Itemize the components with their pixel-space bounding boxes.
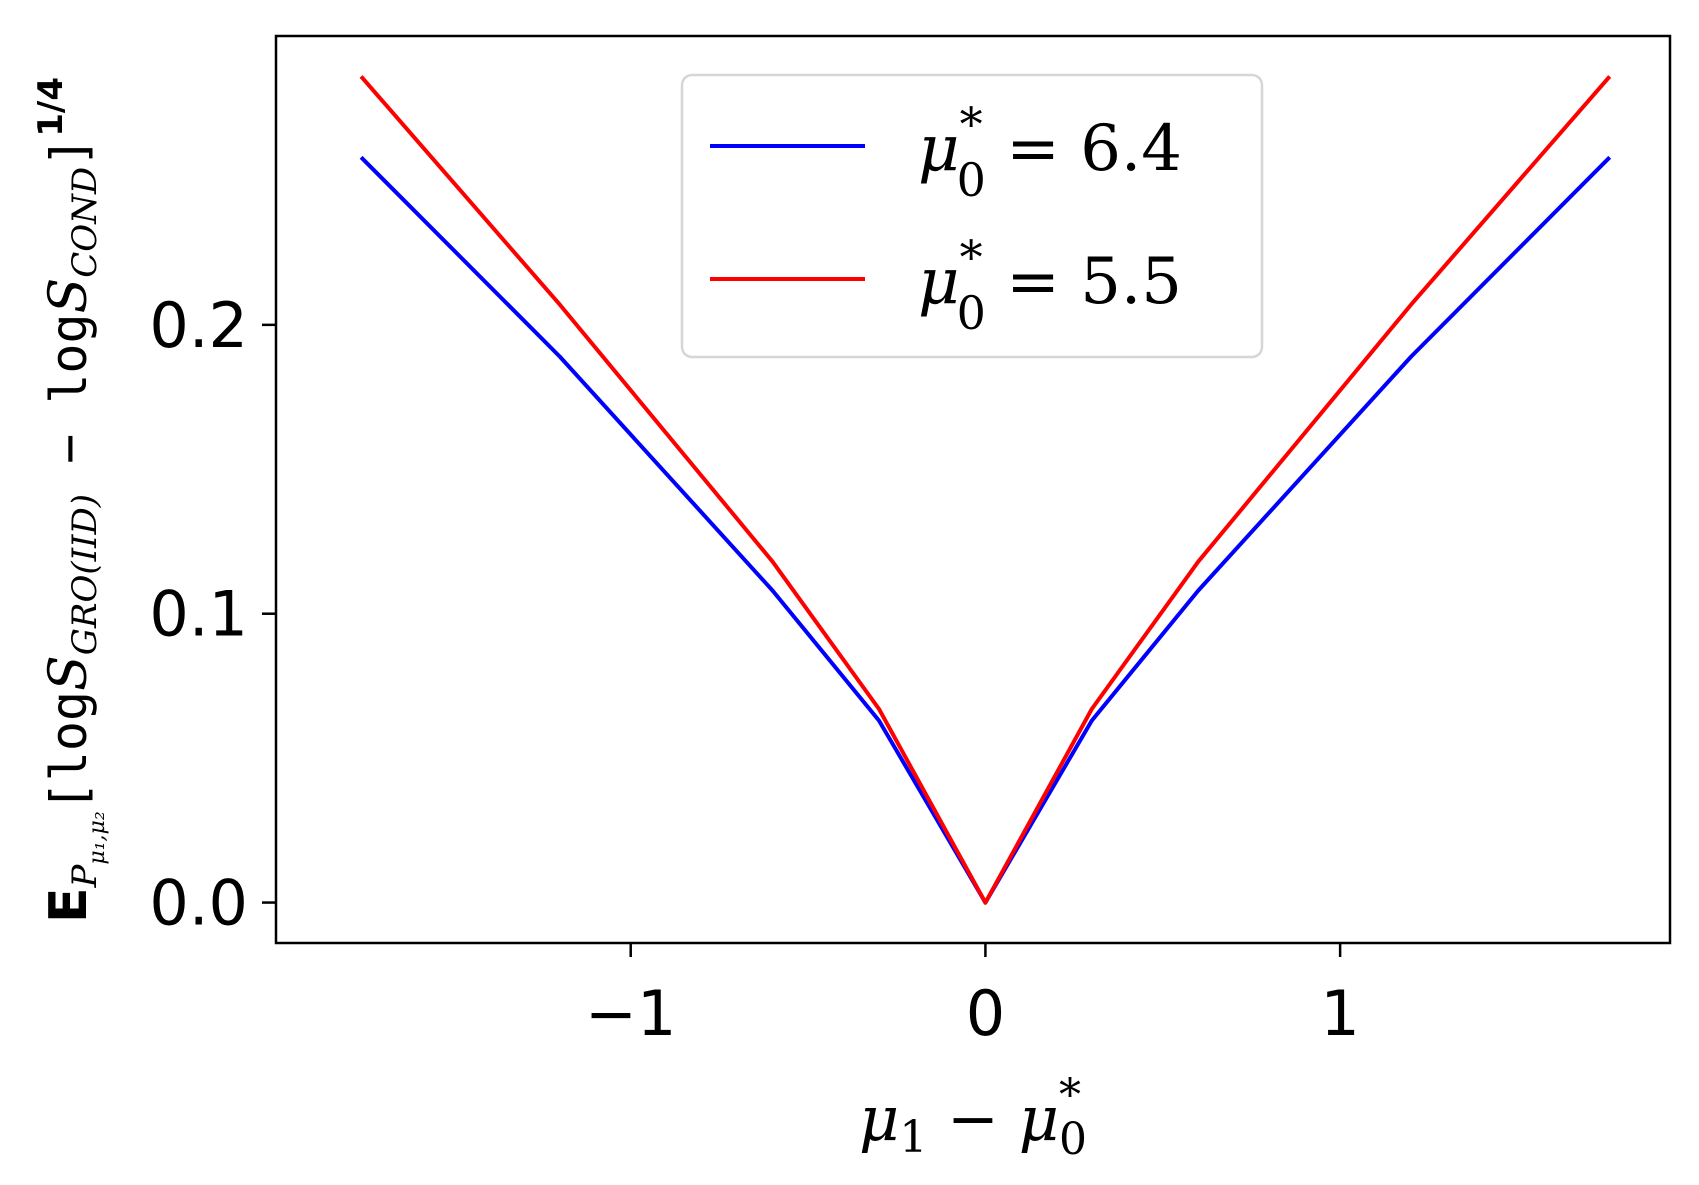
y-tick-label: 0.1 bbox=[149, 578, 248, 651]
series-line-2 bbox=[359, 75, 1612, 905]
plot-frame bbox=[274, 34, 1672, 945]
y-tick-label: 0.0 bbox=[149, 867, 248, 940]
y-tick-label: 0.2 bbox=[149, 289, 248, 362]
x-axis-label: μ1 − μ* 0 bbox=[859, 1070, 1087, 1165]
y-axis-ticks: 0.0 0.1 0.2 bbox=[149, 289, 276, 940]
x-tick-label: 0 bbox=[966, 977, 1005, 1050]
x-tick-label: 1 bbox=[1320, 977, 1359, 1050]
y-axis-label: EPμ₁,μ₂[logSGRO(IID) − logSCOND]1/4 bbox=[31, 77, 110, 923]
legend: μ* 0 = 6.4 μ* 0 = 5.5 bbox=[680, 73, 1264, 359]
x-tick-label: −1 bbox=[585, 977, 676, 1050]
series-lines bbox=[359, 75, 1612, 905]
legend-label-1: μ* 0 = 6.4 bbox=[918, 97, 1182, 207]
legend-label-2: μ* 0 = 5.5 bbox=[918, 230, 1182, 340]
x-axis-ticks: −1 0 1 bbox=[585, 943, 1360, 1050]
